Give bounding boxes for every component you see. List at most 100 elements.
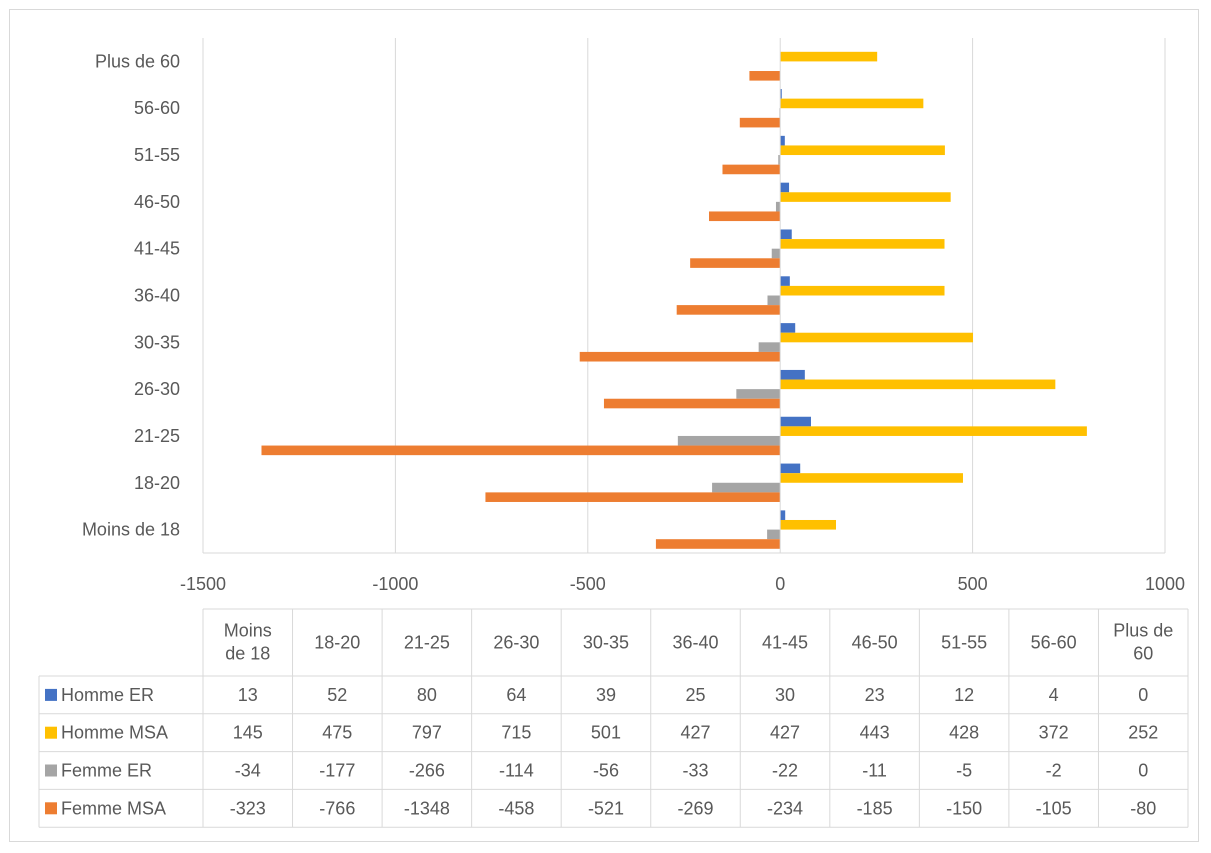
table-header-cell: 56-60 [1031, 633, 1077, 653]
table-cell: 427 [680, 723, 710, 743]
table-cell: -234 [767, 798, 803, 818]
table-cell: 12 [954, 685, 974, 705]
bar-homme-er [780, 135, 785, 146]
bar-homme-er [780, 323, 796, 333]
category-label: 30-35 [134, 332, 180, 352]
bar-homme-msa [780, 51, 878, 62]
table-cell: 428 [949, 723, 979, 743]
table-cell: -323 [230, 798, 266, 818]
table-cell: 30 [775, 685, 795, 705]
bar-femme-er [771, 248, 781, 259]
table-cell: 475 [322, 723, 352, 743]
table-cell: -33 [682, 761, 708, 781]
table-cell: 715 [501, 723, 531, 743]
legend-swatch [45, 764, 57, 777]
table-header-cell: 46-50 [852, 633, 898, 653]
grid-layer [202, 38, 1166, 554]
bar-homme-msa [780, 98, 924, 109]
table-cell: 797 [412, 723, 442, 743]
bar-femme-msa [485, 492, 781, 502]
bar-homme-msa [780, 426, 1087, 436]
category-label: 36-40 [134, 286, 180, 306]
table-cell: -5 [956, 761, 972, 781]
bar-femme-msa [722, 164, 781, 175]
category-label: 46-50 [134, 192, 180, 212]
bars-layer [261, 38, 1087, 553]
table-cell: 0 [1138, 761, 1148, 781]
category-label: 26-30 [134, 379, 180, 399]
legend-swatch [45, 802, 57, 815]
legend-label: Femme ER [61, 761, 152, 781]
category-labels: Moins de 18 18-20 21-25 26-30 30-35 36-40 41-4… [82, 51, 180, 539]
category-label: 56-60 [134, 98, 180, 118]
legend-label: Femme MSA [61, 798, 166, 818]
table-cell: 4 [1049, 685, 1059, 705]
legend-swatch [45, 688, 57, 701]
table-cell: 0 [1138, 685, 1148, 705]
table-cell: -22 [772, 761, 798, 781]
x-tick-label: 1000 [1145, 574, 1185, 594]
table-header-cell: 30-35 [583, 633, 629, 653]
x-tick-label: -1500 [180, 574, 226, 594]
table-cell: 23 [865, 685, 885, 705]
table-cell: -458 [498, 798, 534, 818]
legend-label: Homme MSA [61, 723, 168, 743]
x-tick-label: -500 [570, 574, 606, 594]
table-cell: -56 [593, 761, 619, 781]
bar-homme-msa [780, 332, 973, 343]
x-tick-label: 500 [958, 574, 988, 594]
table-cell: -266 [409, 761, 445, 781]
bar-femme-er [736, 389, 781, 399]
table-cell: 372 [1039, 723, 1069, 743]
bar-femme-msa [261, 445, 781, 456]
bar-femme-msa [676, 305, 781, 315]
category-label: Moins de 18 [82, 520, 180, 540]
table-cell: -105 [1036, 798, 1072, 818]
bar-homme-msa [780, 239, 945, 249]
category-label: 41-45 [134, 239, 180, 259]
table-cell: 52 [327, 685, 347, 705]
data-table: Moins de 18 18-20 21-25 26-30 30-35 36-40 41-45… [38, 608, 1189, 828]
table-cell: -150 [946, 798, 982, 818]
table-cell: 64 [506, 685, 526, 705]
table-cell: -80 [1130, 798, 1156, 818]
x-tick-label: 0 [775, 574, 785, 594]
bar-homme-er [780, 229, 792, 240]
table-cell: 13 [238, 685, 258, 705]
bar-femme-msa [709, 211, 781, 222]
bar-homme-er [780, 182, 790, 193]
bar-homme-er [780, 369, 805, 380]
legend-swatch [45, 726, 57, 739]
bar-homme-er [780, 463, 801, 474]
category-label: 51-55 [134, 145, 180, 165]
table-cell: -185 [857, 798, 893, 818]
table-cell: -766 [319, 798, 355, 818]
table-header-cell: 36-40 [672, 633, 718, 653]
table-cell: -521 [588, 798, 624, 818]
bar-femme-msa [579, 351, 781, 362]
legend-label: Homme ER [61, 685, 154, 705]
bar-femme-er [677, 435, 781, 446]
table-header-cell: Plus de 60 [1113, 621, 1173, 664]
bar-homme-msa [780, 192, 951, 202]
bar-femme-er [775, 201, 781, 212]
bar-femme-er [758, 342, 781, 352]
table-cell: -114 [499, 761, 534, 781]
table-header-cell: 21-25 [404, 633, 450, 653]
bar-homme-er [780, 510, 786, 520]
x-tick-labels: -1500 -1000 -500 0 500 1000 [180, 574, 1185, 594]
bar-homme-er [780, 89, 782, 99]
table-cell: -2 [1046, 761, 1062, 781]
table-cell: 443 [860, 723, 890, 743]
bar-homme-msa [780, 379, 1056, 390]
bar-femme-msa [603, 398, 781, 409]
category-label: 18-20 [134, 473, 180, 493]
bar-homme-msa [780, 145, 945, 156]
table-cell: -269 [677, 798, 713, 818]
table-header-cell: 51-55 [941, 633, 987, 653]
category-label: Plus de 60 [95, 51, 180, 71]
bar-homme-er [780, 416, 811, 427]
bar-homme-msa [780, 519, 836, 530]
table-cell: 427 [770, 723, 800, 743]
